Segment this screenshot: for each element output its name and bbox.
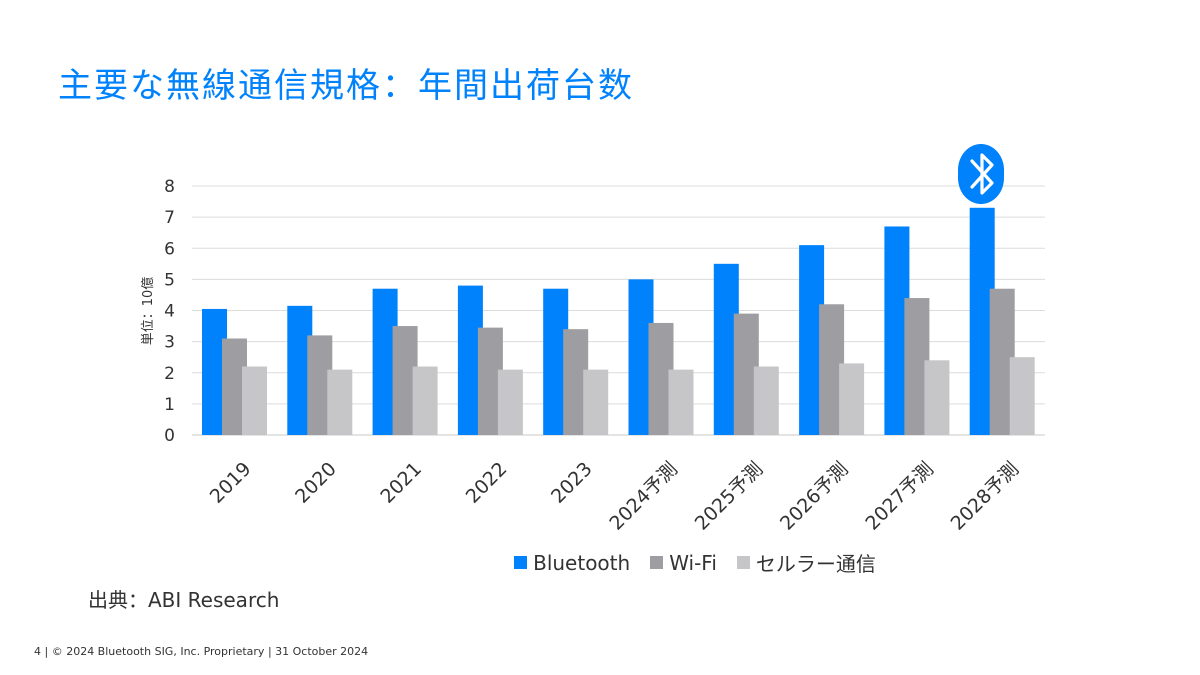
y-tick-label: 8 xyxy=(164,177,175,197)
bar---10 xyxy=(1009,357,1035,435)
x-tick-label: 2020 xyxy=(291,458,341,508)
y-tick-label: 0 xyxy=(164,426,175,446)
x-tick-label: 2023 xyxy=(547,458,597,508)
y-tick-label: 3 xyxy=(164,333,175,353)
legend: Bluetooth Wi-Fi セルラー通信 xyxy=(0,548,1200,577)
y-tick-label: 7 xyxy=(164,208,175,228)
bar---9 xyxy=(924,360,950,435)
legend-label: Wi-Fi xyxy=(669,550,717,575)
y-axis-label: 単位：10億 xyxy=(140,277,156,346)
x-tick-label: 2026予測 xyxy=(776,458,853,535)
slide-title: 主要な無線通信規格：年間出荷台数 xyxy=(58,66,634,106)
bar---8 xyxy=(839,363,865,435)
x-tick-label: 2024予測 xyxy=(605,458,682,535)
y-tick-label: 4 xyxy=(164,302,175,322)
bar---7 xyxy=(753,366,779,435)
bars xyxy=(202,207,1035,435)
legend-item: Wi-Fi xyxy=(650,551,717,575)
x-tick-label: 2019 xyxy=(206,458,256,508)
x-tick-label: 2021 xyxy=(376,458,426,508)
y-axis-ticks: 0 1 2 3 4 5 6 7 8 xyxy=(164,177,175,446)
bluetooth-rune xyxy=(970,153,994,195)
bar---6 xyxy=(668,369,694,435)
x-tick-label: 2028予測 xyxy=(947,458,1024,535)
bar---2 xyxy=(327,369,353,435)
footer: 4 | © 2024 Bluetooth SIG, Inc. Proprieta… xyxy=(34,645,369,658)
bar---5 xyxy=(583,369,609,435)
legend-label: セルラー通信 xyxy=(755,552,876,576)
bar---4 xyxy=(497,369,523,435)
legend-swatch xyxy=(650,556,664,569)
y-tick-label: 1 xyxy=(164,395,175,415)
x-tick-label: 2022 xyxy=(462,458,512,508)
source-note: 出典：ABI Research xyxy=(88,588,280,612)
legend-swatch xyxy=(514,556,528,569)
bar---3 xyxy=(412,366,438,435)
bluetooth-logo-icon xyxy=(958,144,1004,204)
legend-swatch xyxy=(736,556,750,569)
x-axis-ticks: 2019 2020 2021 2022 2023 2024予測 2025予測 2026予測 20… xyxy=(206,458,1023,535)
legend-label: Bluetooth xyxy=(533,550,631,575)
legend-item: Bluetooth xyxy=(514,551,630,575)
y-tick-label: 5 xyxy=(164,270,175,290)
bar---1 xyxy=(242,366,267,435)
x-tick-label: 2025予測 xyxy=(691,458,768,535)
legend-item: セルラー通信 xyxy=(736,548,876,577)
y-tick-label: 6 xyxy=(164,239,175,259)
y-tick-label: 2 xyxy=(164,364,175,384)
x-tick-label: 2027予測 xyxy=(861,458,938,535)
